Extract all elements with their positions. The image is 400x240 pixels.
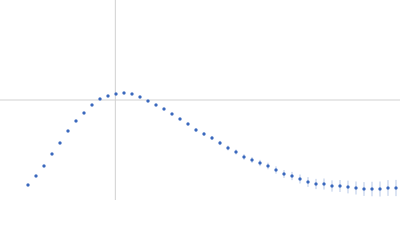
point bbox=[50, 152, 54, 156]
point bbox=[138, 95, 142, 99]
point bbox=[106, 94, 110, 98]
point bbox=[306, 180, 310, 184]
point bbox=[34, 174, 38, 178]
point bbox=[330, 184, 334, 188]
point bbox=[290, 174, 294, 178]
point bbox=[266, 164, 270, 168]
point bbox=[298, 177, 302, 181]
point bbox=[74, 119, 78, 123]
point bbox=[370, 187, 374, 191]
chart bbox=[0, 0, 400, 200]
point bbox=[162, 107, 166, 111]
point bbox=[130, 92, 134, 96]
point bbox=[186, 122, 190, 126]
point bbox=[258, 161, 262, 165]
point bbox=[178, 117, 182, 121]
point bbox=[194, 128, 198, 132]
point bbox=[202, 132, 206, 136]
point bbox=[362, 187, 366, 191]
point bbox=[58, 141, 62, 145]
point bbox=[210, 136, 214, 140]
point bbox=[218, 141, 222, 145]
point bbox=[26, 183, 30, 187]
point bbox=[250, 158, 254, 162]
point bbox=[234, 150, 238, 154]
point bbox=[354, 186, 358, 190]
point bbox=[346, 185, 350, 189]
point bbox=[322, 182, 326, 186]
point bbox=[274, 168, 278, 172]
point bbox=[314, 182, 318, 186]
point bbox=[338, 184, 342, 188]
point bbox=[170, 112, 174, 116]
point bbox=[98, 97, 102, 101]
point bbox=[394, 186, 398, 190]
point bbox=[154, 103, 158, 107]
point bbox=[82, 111, 86, 115]
point bbox=[226, 146, 230, 150]
point bbox=[242, 155, 246, 159]
point bbox=[378, 187, 382, 191]
point bbox=[386, 186, 390, 190]
point bbox=[66, 129, 70, 133]
point bbox=[146, 99, 150, 103]
point bbox=[114, 92, 118, 96]
point bbox=[42, 164, 46, 168]
point bbox=[122, 91, 126, 95]
point bbox=[90, 103, 94, 107]
point bbox=[282, 172, 286, 176]
